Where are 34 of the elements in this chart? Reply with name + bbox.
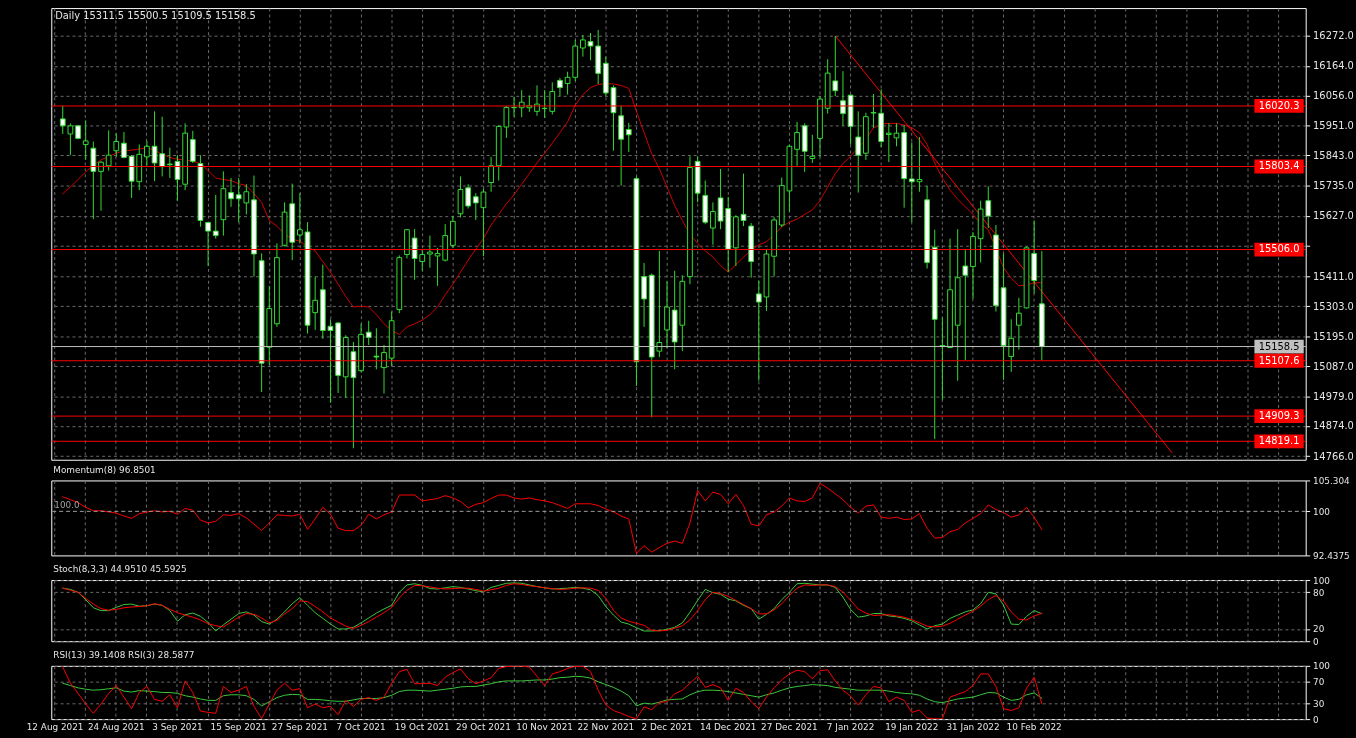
chart-title: RSI(13) 39.1408 RSI(3) 28.5877 [53,649,195,660]
y-tick-label: 30 [1313,698,1325,709]
y-tick-label: 20 [1313,624,1325,635]
x-tick-label: 29 Oct 2021 [456,722,511,733]
x-tick-label: 27 Sep 2021 [271,722,328,733]
x-tick-label: 7 Jan 2022 [826,722,875,733]
y-tick-label: 100 [1313,506,1331,517]
y-tick-label: 105.304 [1313,475,1351,486]
y-tick-label: 100 [1313,661,1331,672]
x-tick-label: 3 Sep 2021 [152,722,203,733]
x-tick-label: 14 Dec 2021 [699,722,757,733]
x-tick-label: 22 Nov 2021 [577,722,635,733]
line-series [62,665,1043,720]
x-tick-label: 10 Feb 2022 [1006,722,1062,733]
ref-line-label: 100.0 [54,500,80,511]
y-tick-label: 80 [1313,587,1325,598]
x-tick-label: 19 Oct 2021 [394,722,450,733]
y-tick-label: 0 [1313,636,1320,647]
x-tick-label: 31 Jan 2022 [946,722,1000,733]
x-tick-label: 15 Sep 2021 [210,722,267,733]
y-tick-label: 100 [1313,575,1331,586]
x-tick-label: 19 Jan 2022 [885,722,939,733]
x-tick-label: 2 Dec 2021 [641,722,693,733]
y-tick-label: 0 [1313,714,1320,725]
line-series [62,675,1043,707]
x-tick-label: 24 Aug 2021 [87,722,145,733]
y-tick-label: 70 [1313,677,1325,688]
x-tick-label: 12 Aug 2021 [26,722,84,733]
x-tick-label: 7 Oct 2021 [336,722,386,733]
x-tick-label: 10 Nov 2021 [516,722,574,733]
chart-title: Stoch(8,3,3) 44.9510 45.5925 [53,564,187,575]
y-tick-label: 92.4375 [1313,550,1350,561]
chart-title: Momentum(8) 96.8501 [53,464,156,475]
x-tick-label: 27 Dec 2021 [761,722,818,733]
